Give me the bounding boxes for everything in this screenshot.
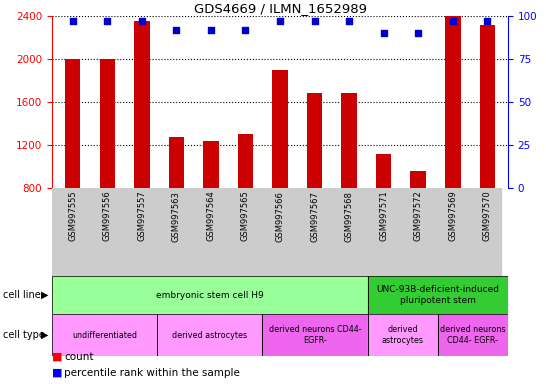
- Bar: [157, 314, 263, 356]
- Bar: [445, 16, 460, 188]
- Bar: [272, 70, 288, 188]
- Point: [310, 18, 319, 24]
- Bar: [438, 314, 508, 356]
- Point: [138, 18, 146, 24]
- Bar: [238, 134, 253, 188]
- Bar: [376, 154, 391, 188]
- Bar: [367, 276, 508, 314]
- Text: GSM997555: GSM997555: [68, 190, 77, 241]
- Text: undifferentiated: undifferentiated: [72, 331, 137, 339]
- Text: GSM997566: GSM997566: [276, 190, 284, 242]
- Bar: [52, 314, 157, 356]
- Text: GSM997571: GSM997571: [379, 190, 388, 242]
- Text: GSM997565: GSM997565: [241, 190, 250, 242]
- Bar: [134, 22, 150, 188]
- Text: derived neurons CD44-
EGFR-: derived neurons CD44- EGFR-: [269, 325, 361, 345]
- Text: GSM997563: GSM997563: [172, 190, 181, 242]
- Text: GSM997557: GSM997557: [137, 190, 146, 242]
- Bar: [263, 314, 367, 356]
- Text: GSM997567: GSM997567: [310, 190, 319, 242]
- Bar: [157, 314, 263, 356]
- Point: [103, 18, 111, 24]
- Text: derived
astrocytes: derived astrocytes: [382, 325, 424, 345]
- Text: cell type: cell type: [3, 330, 45, 340]
- Bar: [203, 141, 219, 188]
- Point: [68, 18, 77, 24]
- Bar: [367, 276, 508, 314]
- Point: [379, 30, 388, 36]
- Bar: [479, 25, 495, 188]
- Text: GSM997556: GSM997556: [103, 190, 112, 242]
- Text: GSM997570: GSM997570: [483, 190, 492, 242]
- Point: [414, 30, 423, 36]
- Point: [241, 27, 250, 33]
- Bar: [263, 314, 367, 356]
- Bar: [307, 93, 322, 188]
- Bar: [438, 314, 508, 356]
- Text: GSM997569: GSM997569: [448, 190, 457, 242]
- Text: derived neurons
CD44- EGFR-: derived neurons CD44- EGFR-: [440, 325, 506, 345]
- Text: derived astrocytes: derived astrocytes: [173, 331, 247, 339]
- Text: GSM997564: GSM997564: [206, 190, 216, 242]
- Point: [206, 27, 215, 33]
- Point: [345, 18, 353, 24]
- Bar: [99, 59, 115, 188]
- Point: [483, 18, 491, 24]
- Text: count: count: [64, 352, 93, 362]
- Bar: [52, 314, 157, 356]
- Point: [276, 18, 284, 24]
- Text: UNC-93B-deficient-induced
pluripotent stem: UNC-93B-deficient-induced pluripotent st…: [376, 285, 500, 305]
- Bar: [52, 276, 367, 314]
- Bar: [169, 137, 184, 188]
- Point: [172, 27, 181, 33]
- Text: percentile rank within the sample: percentile rank within the sample: [64, 368, 240, 378]
- Bar: [367, 314, 438, 356]
- Title: GDS4669 / ILMN_1652989: GDS4669 / ILMN_1652989: [193, 2, 366, 15]
- Bar: [52, 276, 367, 314]
- Text: ■: ■: [52, 352, 62, 362]
- Bar: [341, 93, 357, 188]
- Point: [448, 18, 457, 24]
- Text: embryonic stem cell H9: embryonic stem cell H9: [156, 291, 264, 300]
- Text: ▶: ▶: [41, 330, 49, 340]
- Text: ▶: ▶: [41, 290, 49, 300]
- Bar: [65, 59, 80, 188]
- Text: cell line: cell line: [3, 290, 40, 300]
- Bar: [411, 171, 426, 188]
- Text: GSM997568: GSM997568: [345, 190, 354, 242]
- Text: GSM997572: GSM997572: [414, 190, 423, 242]
- Text: ■: ■: [52, 368, 62, 378]
- Bar: [367, 314, 438, 356]
